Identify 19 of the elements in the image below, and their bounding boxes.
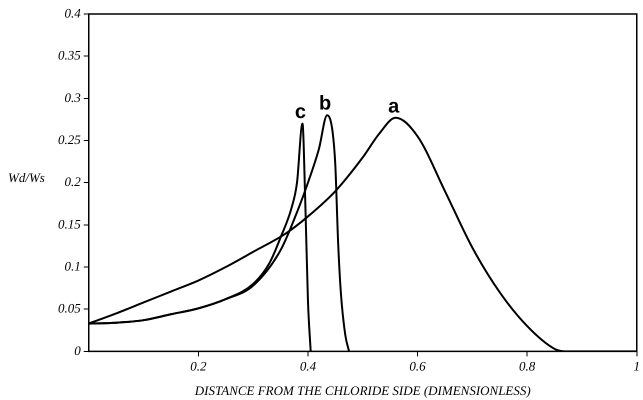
y-tick-label: 0.15 — [58, 216, 82, 232]
x-tick-label: 1 — [634, 358, 640, 374]
series-label: a — [388, 95, 400, 118]
series-label: b — [319, 92, 332, 115]
x-tick-label: 0.6 — [409, 358, 426, 374]
x-tick-label: 0.4 — [300, 358, 317, 374]
x-axis-title: DISTANCE FROM THE CHLORIDE SIDE (DIMENSIONLESS) — [194, 382, 531, 398]
y-tick-label: 0.1 — [64, 258, 81, 274]
y-tick-label: 0.35 — [58, 48, 82, 63]
x-tick-label: 0.8 — [519, 358, 536, 374]
y-tick-label: 0.2 — [64, 174, 82, 190]
y-tick-label: 0.25 — [58, 132, 82, 147]
series-label: c — [294, 101, 306, 124]
x-tick-label: 0.2 — [190, 358, 207, 374]
y-tick-label: 0.05 — [58, 300, 82, 316]
y-tick-label: 0.4 — [64, 5, 82, 20]
y-tick-label: 0 — [74, 342, 82, 358]
y-axis-title: Wd/Ws — [8, 170, 45, 186]
y-tick-label: 0.3 — [64, 90, 82, 105]
